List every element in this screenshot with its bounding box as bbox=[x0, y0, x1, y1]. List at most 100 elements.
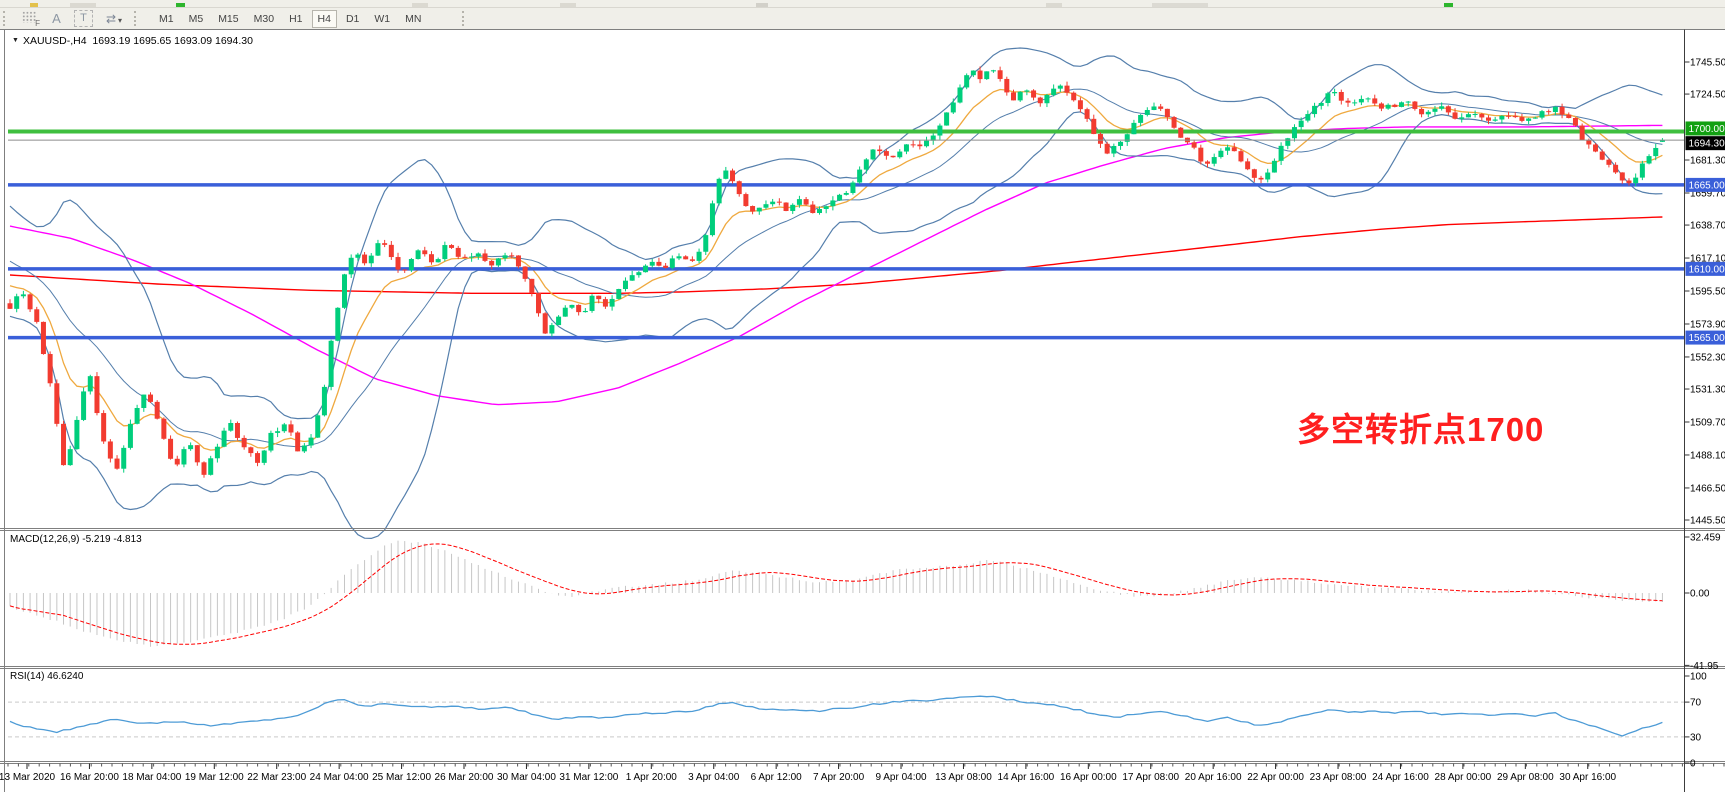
price-tick-label: 1488.10 bbox=[1690, 450, 1725, 461]
time-tick-label: 22 Mar 23:00 bbox=[247, 772, 306, 783]
time-tick-label: 29 Apr 08:00 bbox=[1497, 772, 1554, 783]
price-badge-1565.00 bbox=[1685, 330, 1725, 345]
time-tick-label: 7 Apr 20:00 bbox=[813, 772, 865, 783]
toolbar-fragment bbox=[176, 3, 185, 7]
time-tick-label: 26 Mar 20:00 bbox=[435, 772, 494, 783]
rsi-tick-label: 30 bbox=[1690, 732, 1702, 743]
macd-values: -5.219 -4.813 bbox=[82, 534, 142, 545]
macd-histogram bbox=[9, 540, 1663, 647]
candles bbox=[7, 66, 1665, 478]
time-tick-label: 16 Apr 00:00 bbox=[1060, 772, 1117, 783]
price-tick-label: 1595.50 bbox=[1690, 287, 1725, 298]
time-tick-label: 31 Mar 12:00 bbox=[559, 772, 618, 783]
arrow-style-tool-button[interactable]: A bbox=[43, 9, 70, 28]
macd-tick-label: -41.95 bbox=[1690, 661, 1719, 672]
macd-tick-label: 32.459 bbox=[1690, 532, 1721, 543]
price-tick-label: 1531.30 bbox=[1690, 385, 1725, 396]
time-tick-label: 24 Apr 16:00 bbox=[1372, 772, 1429, 783]
time-tick-label: 25 Mar 12:00 bbox=[372, 772, 431, 783]
time-tick-label: 14 Apr 16:00 bbox=[998, 772, 1055, 783]
timeframe-button-w1[interactable]: W1 bbox=[368, 10, 396, 28]
toolbar-fragment bbox=[30, 3, 38, 7]
text-label-tool-button[interactable]: T bbox=[74, 10, 93, 27]
rsi-tick-label: 100 bbox=[1690, 672, 1707, 683]
toolbar-fragment bbox=[1444, 3, 1453, 7]
rsi-line bbox=[9, 695, 1663, 737]
time-tick-label: 19 Mar 12:00 bbox=[185, 772, 244, 783]
macd-indicator-label: MACD(12,26,9) -5.219 -4.813 bbox=[10, 534, 142, 545]
price-tick-label: 1552.30 bbox=[1690, 352, 1725, 363]
current-price-badge bbox=[1685, 136, 1725, 151]
time-tick-label: 13 Mar 2020 bbox=[0, 772, 56, 783]
time-tick-label: 3 Apr 04:00 bbox=[688, 772, 740, 783]
bollinger-middle-band bbox=[9, 88, 1663, 448]
timeframe-button-m15[interactable]: M15 bbox=[212, 10, 244, 28]
time-tick-label: 9 Apr 04:00 bbox=[875, 772, 927, 783]
price-tick-label: 1745.50 bbox=[1690, 58, 1725, 69]
arrows-tool-button[interactable]: ⇄ ▾ bbox=[97, 9, 131, 28]
rsi-name: RSI(14) bbox=[10, 671, 45, 682]
price-tick-label: 1681.30 bbox=[1690, 156, 1725, 167]
timeframe-group: M1 M5 M15 M30 H1 H4 D1 W1 MN bbox=[153, 9, 430, 28]
symbol-header: ▼ XAUUSD-,H4 1693.19 1695.65 1693.09 1694… bbox=[12, 35, 253, 47]
toolbar-fragment bbox=[70, 3, 96, 7]
price-badge-1665.00 bbox=[1685, 177, 1725, 192]
time-tick-label: 6 Apr 12:00 bbox=[751, 772, 803, 783]
time-tick-label: 17 Apr 08:00 bbox=[1122, 772, 1179, 783]
toolbar-grip[interactable] bbox=[462, 11, 471, 26]
toolbar-grip[interactable] bbox=[134, 11, 143, 26]
rsi-indicator-label: RSI(14) 46.6240 bbox=[10, 671, 83, 682]
time-tick-label: 30 Apr 16:00 bbox=[1559, 772, 1616, 783]
dropdown-caret-icon: ▾ bbox=[118, 15, 123, 25]
time-tick-label: 1 Apr 20:00 bbox=[626, 772, 678, 783]
timeframe-button-d1[interactable]: D1 bbox=[340, 10, 365, 28]
time-tick-label: 24 Mar 04:00 bbox=[310, 772, 369, 783]
toolbar: F A T ⇄ ▾ M1 M5 M15 M30 H1 H4 D1 W1 MN bbox=[0, 8, 1725, 29]
toolbar-fragment bbox=[560, 3, 576, 7]
price-badge-1700.00-label: 1700.00 bbox=[1689, 124, 1725, 135]
bollinger-lower-band bbox=[9, 111, 1663, 539]
toolbar-grip[interactable] bbox=[3, 11, 12, 26]
time-tick-label: 22 Apr 00:00 bbox=[1247, 772, 1304, 783]
toolbar-fragment bbox=[412, 3, 428, 7]
ma-slow-red-line bbox=[9, 216, 1663, 294]
time-tick-label: 28 Apr 00:00 bbox=[1435, 772, 1492, 783]
timeframe-button-h4[interactable]: H4 bbox=[311, 9, 337, 28]
timeframe-button-m30[interactable]: M30 bbox=[248, 10, 280, 28]
price-tick-label: 1466.50 bbox=[1690, 483, 1725, 494]
price-tick-label: 1509.70 bbox=[1690, 418, 1725, 429]
toolbar-fragment bbox=[1152, 3, 1208, 7]
price-badge-1665.00-label: 1665.00 bbox=[1689, 180, 1725, 191]
time-tick-label: 23 Apr 08:00 bbox=[1310, 772, 1367, 783]
price-tick-label: 1573.90 bbox=[1690, 319, 1725, 330]
price-badge-1610.00-label: 1610.00 bbox=[1689, 264, 1725, 275]
timeframe-button-m1[interactable]: M1 bbox=[153, 10, 180, 28]
price-badge-1565.00-label: 1565.00 bbox=[1689, 333, 1725, 344]
timeframe-button-mn[interactable]: MN bbox=[399, 10, 427, 28]
annotation-text[interactable]: 多空转折点1700 bbox=[1297, 411, 1545, 448]
price-tick-label: 1445.50 bbox=[1690, 516, 1725, 527]
time-tick-label: 16 Mar 20:00 bbox=[60, 772, 119, 783]
price-badge-1700.00 bbox=[1685, 121, 1725, 136]
bollinger-upper-band bbox=[9, 47, 1663, 420]
macd-signal-line bbox=[9, 543, 1663, 645]
price-tick-label: 1724.50 bbox=[1690, 90, 1725, 101]
price-badge-1610.00 bbox=[1685, 261, 1725, 276]
toolbar-fragment bbox=[756, 3, 768, 7]
collapse-triangle-icon[interactable]: ▼ bbox=[12, 37, 19, 44]
fibo-grid-tool-button[interactable]: F bbox=[16, 9, 43, 28]
grid-dots-icon bbox=[22, 11, 37, 23]
toolbar-fragment bbox=[1046, 3, 1062, 7]
timeframe-button-m5[interactable]: M5 bbox=[183, 10, 210, 28]
current-price-badge-label: 1694.30 bbox=[1689, 139, 1725, 150]
time-tick-label: 18 Mar 04:00 bbox=[122, 772, 181, 783]
timeframe-button-h1[interactable]: H1 bbox=[283, 10, 308, 28]
rsi-tick-label: 70 bbox=[1690, 698, 1702, 709]
macd-tick-label: 0.00 bbox=[1690, 589, 1710, 600]
top-toolbar-partial-row bbox=[0, 0, 1725, 8]
price-tick-label: 1617.10 bbox=[1690, 254, 1725, 265]
price-tick-label: 1659.70 bbox=[1690, 188, 1725, 199]
rsi-value: 46.6240 bbox=[47, 671, 84, 682]
time-tick-label: 20 Apr 16:00 bbox=[1185, 772, 1242, 783]
